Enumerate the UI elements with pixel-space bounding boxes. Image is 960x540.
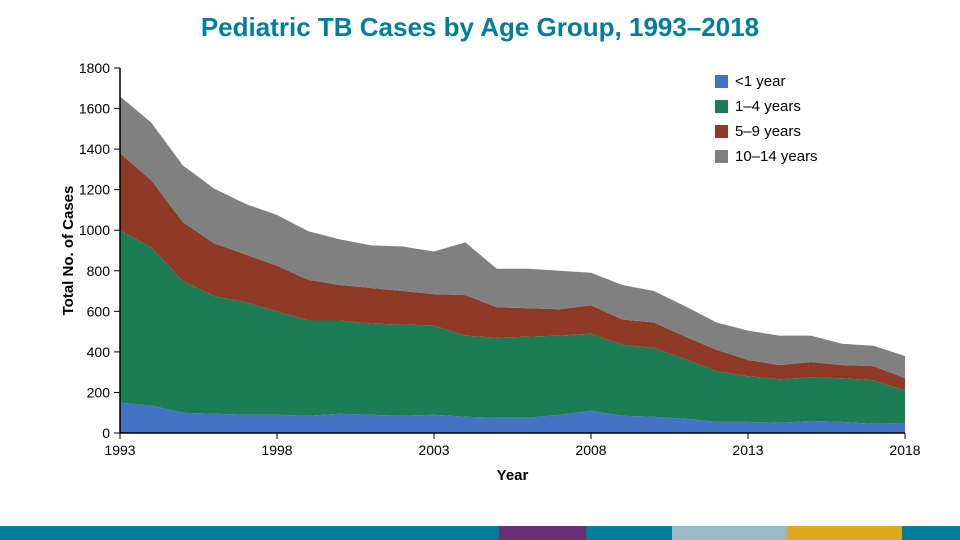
y-tick-label: 1800 (79, 60, 110, 76)
y-tick-label: 1000 (79, 222, 110, 238)
y-tick-label: 1400 (79, 141, 110, 157)
legend-label-y5_9: 5–9 years (735, 123, 801, 140)
footer-segment (902, 526, 960, 540)
y-tick-label: 200 (87, 384, 111, 400)
footer-accent-bar (0, 526, 960, 540)
x-tick-label: 2008 (575, 442, 606, 458)
footer-segment (672, 526, 787, 540)
y-tick-label: 600 (87, 303, 111, 319)
stacked-area-chart: 0 200 400 600 800 1000 1200 1400 1600 1800 1993 199… (55, 58, 925, 488)
footer-segment (499, 526, 585, 540)
slide: { "title": { "text": "Pediatric TB Cases… (0, 0, 960, 540)
footer-segment (586, 526, 672, 540)
legend-swatch-y5_9 (715, 125, 728, 138)
y-tick-label: 400 (87, 344, 111, 360)
chart-title: Pediatric TB Cases by Age Group, 1993–20… (0, 12, 960, 43)
x-tick-label: 2018 (889, 442, 920, 458)
y-axis-label: Total No. of Cases (60, 186, 77, 316)
x-tick-label: 2013 (732, 442, 763, 458)
x-axis-label: Year (497, 467, 529, 484)
legend-label-y1_4: 1–4 years (735, 98, 801, 115)
x-tick-label: 1993 (104, 442, 135, 458)
legend-label-y10_14: 10–14 years (735, 148, 818, 165)
legend-label-lt1: <1 year (735, 73, 785, 90)
y-tick-label: 1600 (79, 101, 110, 117)
y-tick-label: 800 (87, 263, 111, 279)
legend-swatch-y10_14 (715, 150, 728, 163)
y-tick-label: 0 (102, 425, 110, 441)
footer-segment (0, 526, 499, 540)
x-tick-label: 2003 (418, 442, 449, 458)
legend-swatch-y1_4 (715, 100, 728, 113)
y-tick-label: 1200 (79, 182, 110, 198)
chart-area: 0 200 400 600 800 1000 1200 1400 1600 1800 1993 199… (55, 58, 925, 488)
legend-swatch-lt1 (715, 75, 728, 88)
x-tick-label: 1998 (261, 442, 292, 458)
footer-segment (787, 526, 902, 540)
